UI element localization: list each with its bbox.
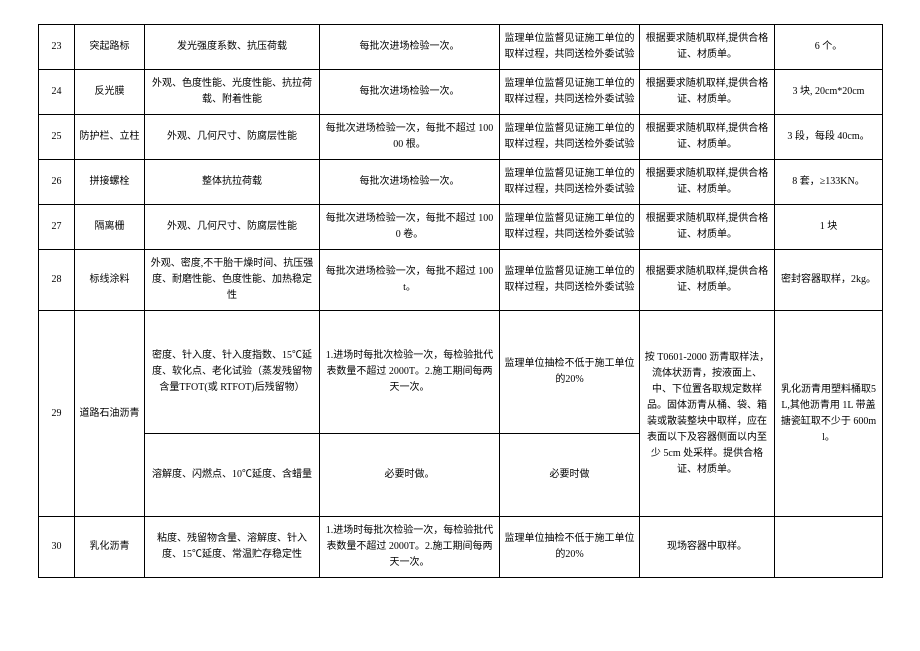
cell-witness: 监理单位抽检不低于施工单位的20%: [500, 311, 640, 434]
cell-qty: 密封容器取样，2kg。: [775, 250, 883, 311]
table-row: 29 道路石油沥青 密度、针入度、针入度指数、15℃延度、软化点、老化试验（蒸发…: [39, 311, 883, 434]
cell-qty: 6 个。: [775, 25, 883, 70]
cell-req: 现场容器中取样。: [640, 517, 775, 578]
cell-num: 27: [39, 205, 75, 250]
table-row: 25 防护栏、立柱 外观、几何尺寸、防腐层性能 每批次进场检验一次，每批不超过 …: [39, 115, 883, 160]
cell-num: 23: [39, 25, 75, 70]
cell-freq: 1.进场时每批次检验一次，每检验批代表数量不超过 2000T。2.施工期间每两天…: [320, 517, 500, 578]
cell-num: 30: [39, 517, 75, 578]
cell-req: 根据要求随机取样,提供合格证、材质单。: [640, 25, 775, 70]
cell-req: 根据要求随机取样,提供合格证、材质单。: [640, 205, 775, 250]
cell-witness: 必要时做: [500, 434, 640, 517]
cell-num: 29: [39, 311, 75, 517]
cell-qty: 乳化沥青用塑料桶取5L,其他沥青用 1L 带盖搪瓷缸取不少于 600ml。: [775, 311, 883, 517]
cell-req: 根据要求随机取样,提供合格证、材质单。: [640, 250, 775, 311]
table-row: 26 拼接螺栓 整体抗拉荷载 每批次进场检验一次。 监理单位监督见证施工单位的取…: [39, 160, 883, 205]
cell-qty: 1 块: [775, 205, 883, 250]
cell-req: 按 T0601-2000 沥青取样法，流体状沥青，按液面上、中、下位置各取规定数…: [640, 311, 775, 517]
cell-name: 防护栏、立柱: [75, 115, 145, 160]
cell-name: 反光膜: [75, 70, 145, 115]
cell-witness: 监理单位监督见证施工单位的取样过程，共同送检外委试验: [500, 160, 640, 205]
cell-num: 25: [39, 115, 75, 160]
cell-witness: 监理单位监督见证施工单位的取样过程，共同送检外委试验: [500, 70, 640, 115]
cell-name: 标线涂料: [75, 250, 145, 311]
cell-num: 28: [39, 250, 75, 311]
cell-freq: 每批次进场检验一次。: [320, 160, 500, 205]
cell-freq: 每批次进场检验一次。: [320, 70, 500, 115]
cell-freq: 每批次进场检验一次。: [320, 25, 500, 70]
cell-req: 根据要求随机取样,提供合格证、材质单。: [640, 115, 775, 160]
cell-witness: 监理单位监督见证施工单位的取样过程，共同送检外委试验: [500, 25, 640, 70]
cell-witness: 监理单位监督见证施工单位的取样过程，共同送检外委试验: [500, 115, 640, 160]
cell-witness: 监理单位监督见证施工单位的取样过程，共同送检外委试验: [500, 205, 640, 250]
cell-item: 外观、色度性能、光度性能、抗拉荷载、附着性能: [145, 70, 320, 115]
cell-qty: [775, 517, 883, 578]
cell-name: 突起路标: [75, 25, 145, 70]
cell-freq: 每批次进场检验一次，每批不超过 100t。: [320, 250, 500, 311]
cell-req: 根据要求随机取样,提供合格证、材质单。: [640, 160, 775, 205]
cell-freq: 每批次进场检验一次，每批不超过 1000 卷。: [320, 205, 500, 250]
cell-name: 隔离栅: [75, 205, 145, 250]
cell-qty: 3 段，每段 40cm。: [775, 115, 883, 160]
cell-item: 外观、几何尺寸、防腐层性能: [145, 205, 320, 250]
cell-freq: 必要时做。: [320, 434, 500, 517]
cell-item: 发光强度系数、抗压荷载: [145, 25, 320, 70]
cell-witness: 监理单位监督见证施工单位的取样过程，共同送检外委试验: [500, 250, 640, 311]
cell-witness: 监理单位抽检不低于施工单位的20%: [500, 517, 640, 578]
cell-qty: 8 套，≥133KN。: [775, 160, 883, 205]
cell-req: 根据要求随机取样,提供合格证、材质单。: [640, 70, 775, 115]
table-row: 24 反光膜 外观、色度性能、光度性能、抗拉荷载、附着性能 每批次进场检验一次。…: [39, 70, 883, 115]
table-row: 23 突起路标 发光强度系数、抗压荷载 每批次进场检验一次。 监理单位监督见证施…: [39, 25, 883, 70]
cell-item: 外观、密度,不干胎干燥时间、抗压强度、耐磨性能、色度性能、加热稳定性: [145, 250, 320, 311]
table-row: 30 乳化沥青 粘度、残留物含量、溶解度、针入度、15℃延度、常温贮存稳定性 1…: [39, 517, 883, 578]
cell-item: 密度、针入度、针入度指数、15℃延度、软化点、老化试验（蒸发残留物含量TFOT(…: [145, 311, 320, 434]
cell-name: 乳化沥青: [75, 517, 145, 578]
cell-num: 26: [39, 160, 75, 205]
cell-num: 24: [39, 70, 75, 115]
cell-item: 溶解度、闪燃点、10℃延度、含蜡量: [145, 434, 320, 517]
cell-item: 整体抗拉荷载: [145, 160, 320, 205]
cell-name: 拼接螺栓: [75, 160, 145, 205]
table-row: 28 标线涂料 外观、密度,不干胎干燥时间、抗压强度、耐磨性能、色度性能、加热稳…: [39, 250, 883, 311]
table-row: 27 隔离栅 外观、几何尺寸、防腐层性能 每批次进场检验一次，每批不超过 100…: [39, 205, 883, 250]
cell-item: 粘度、残留物含量、溶解度、针入度、15℃延度、常温贮存稳定性: [145, 517, 320, 578]
cell-freq: 每批次进场检验一次，每批不超过 10000 根。: [320, 115, 500, 160]
cell-item: 外观、几何尺寸、防腐层性能: [145, 115, 320, 160]
cell-freq: 1.进场时每批次检验一次，每检验批代表数量不超过 2000T。2.施工期间每两天…: [320, 311, 500, 434]
cell-qty: 3 块, 20cm*20cm: [775, 70, 883, 115]
inspection-table: 23 突起路标 发光强度系数、抗压荷载 每批次进场检验一次。 监理单位监督见证施…: [38, 24, 883, 578]
cell-name: 道路石油沥青: [75, 311, 145, 517]
